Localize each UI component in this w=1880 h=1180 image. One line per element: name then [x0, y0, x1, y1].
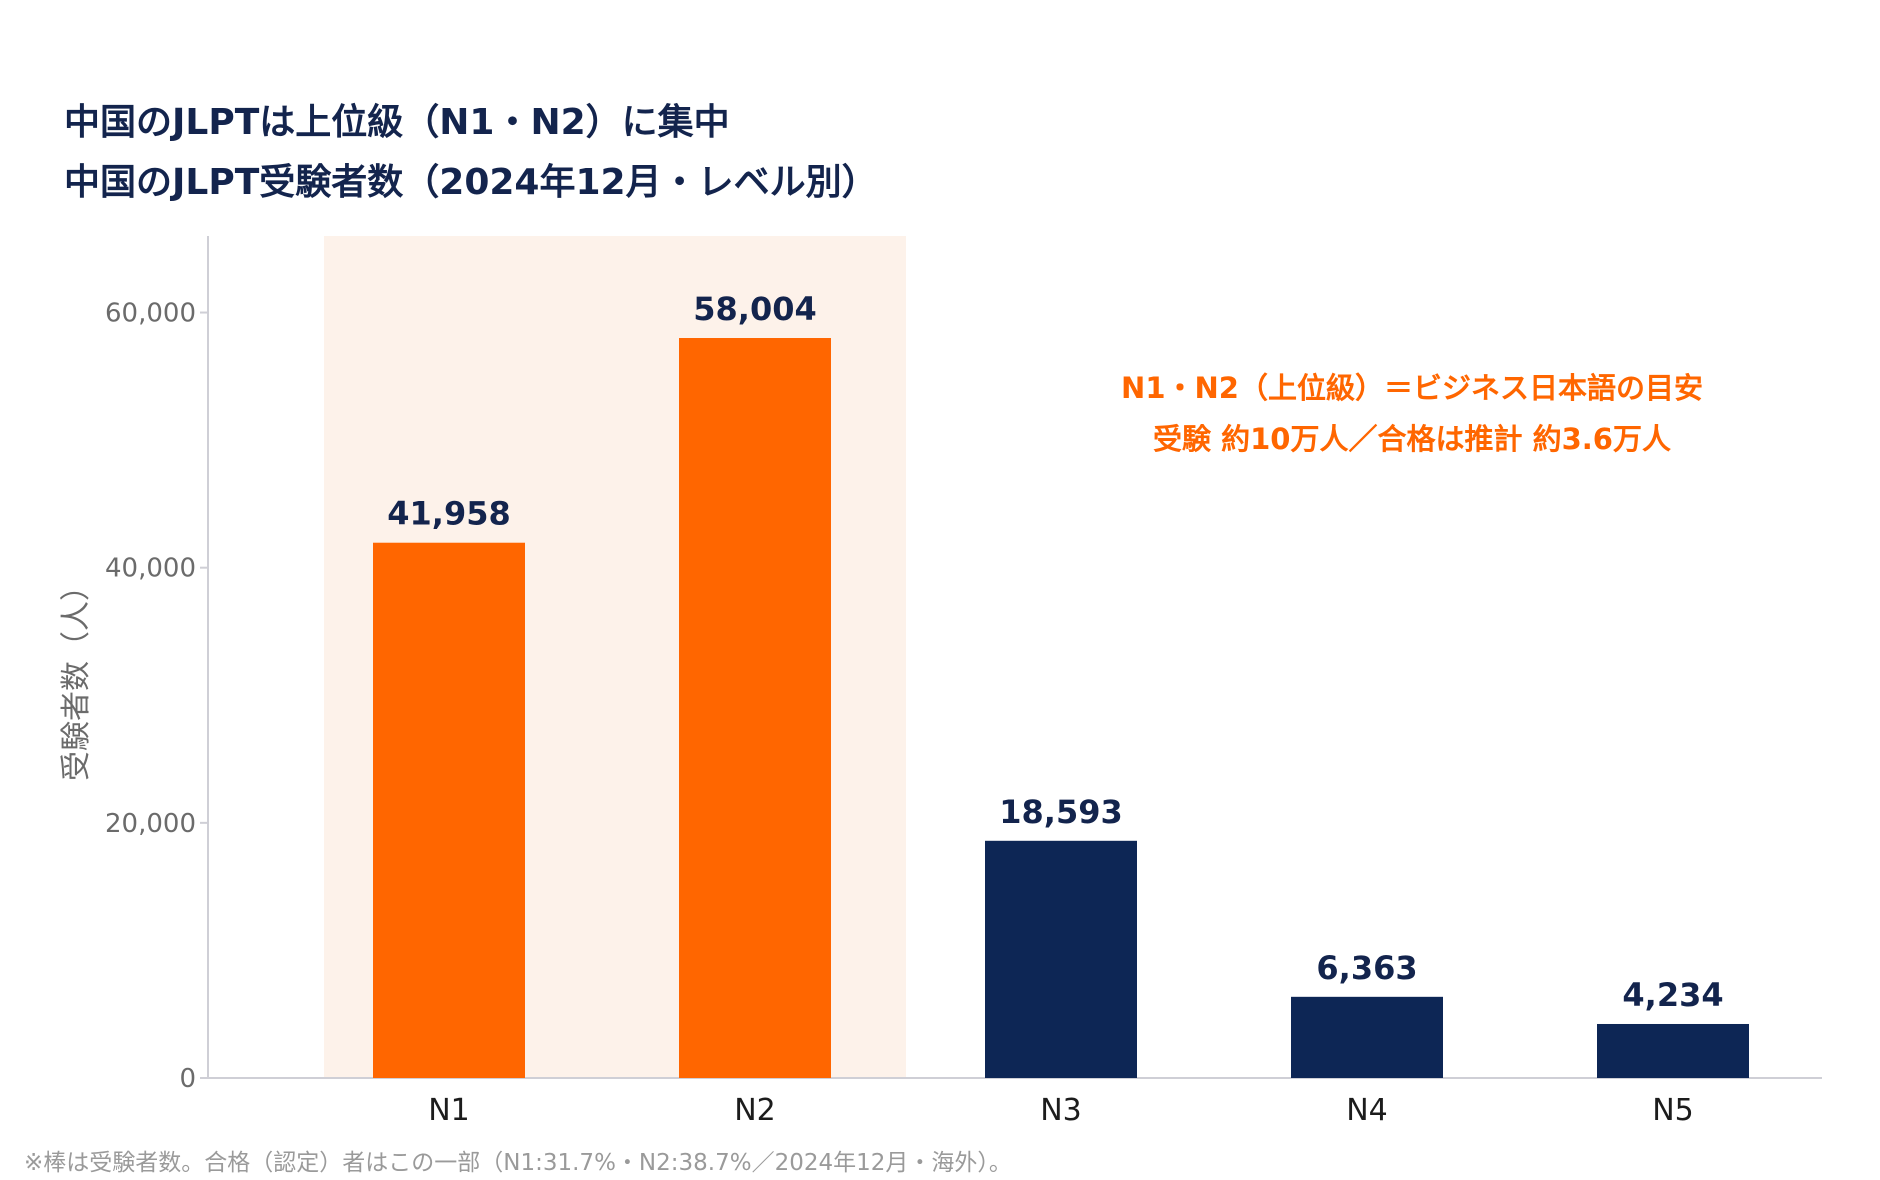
- chart-subtitle: 中国のJLPT受験者数（2024年12月・レベル別）: [64, 162, 878, 203]
- footnote: ※棒は受験者数。合格（認定）者はこの一部（N1:31.7%・N2:38.7%／2…: [24, 1150, 1012, 1176]
- bar-n4: [1291, 996, 1443, 1078]
- x-tick-label: N2: [734, 1093, 776, 1128]
- x-tick-label: N1: [428, 1093, 470, 1128]
- x-tick-label: N3: [1040, 1093, 1082, 1128]
- bar-n1: [373, 542, 525, 1078]
- y-axis-title: 受験者数（人）: [59, 571, 94, 781]
- y-tick-label: 20,000: [105, 809, 196, 839]
- value-label: 4,234: [1622, 976, 1723, 1014]
- callout-line-1: N1・N2（上位級）＝ビジネス日本語の目安: [1121, 371, 1703, 405]
- value-label: 18,593: [999, 793, 1122, 831]
- x-tick-label: N5: [1652, 1093, 1694, 1128]
- y-tick-label: 0: [179, 1064, 196, 1094]
- bar-n2: [679, 338, 831, 1078]
- y-tick-label: 40,000: [105, 554, 196, 584]
- y-tick-label: 60,000: [105, 299, 196, 329]
- bar-n3: [985, 840, 1137, 1078]
- x-tick-label: N4: [1346, 1093, 1388, 1128]
- value-label: 41,958: [387, 495, 510, 533]
- value-label: 6,363: [1316, 949, 1417, 987]
- value-label: 58,004: [693, 290, 816, 328]
- bar-n5: [1597, 1023, 1749, 1078]
- callout-line-2: 受験 約10万人／合格は推計 約3.6万人: [1153, 422, 1671, 456]
- chart-title: 中国のJLPTは上位級（N1・N2）に集中: [64, 102, 730, 143]
